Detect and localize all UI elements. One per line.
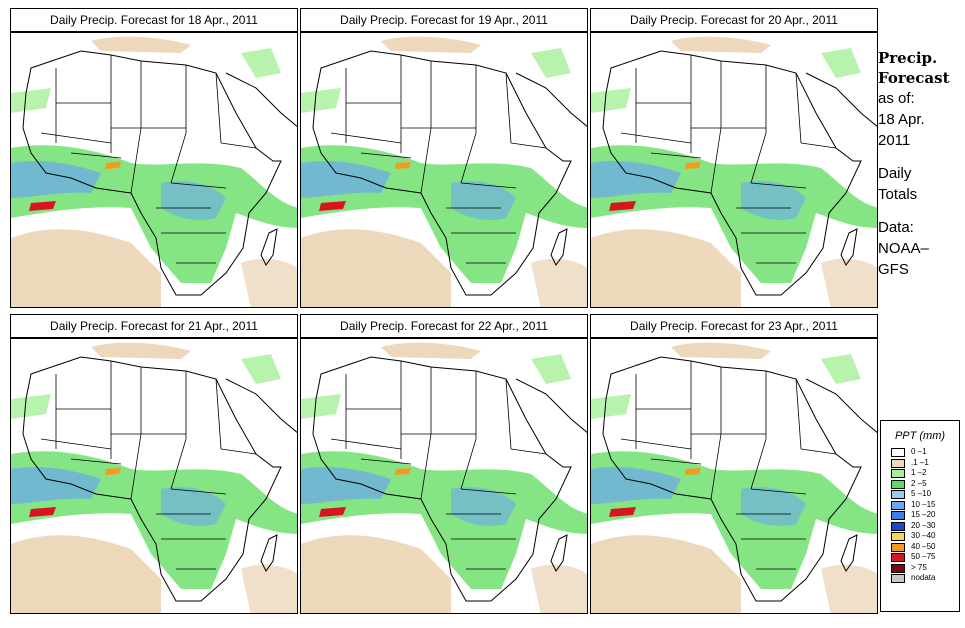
info-title-line1: Precip. — [878, 49, 938, 67]
panel-title: Daily Precip. Forecast for 22 Apr., 2011 — [300, 314, 588, 338]
legend-label: 20 –30 — [911, 520, 936, 530]
panel-title: Daily Precip. Forecast for 23 Apr., 2011 — [590, 314, 878, 338]
legend-item: 30 –40 — [881, 531, 959, 543]
legend-swatch — [891, 511, 905, 520]
legend-label: 10 –15 — [911, 499, 936, 509]
legend-item: 20 –30 — [881, 520, 959, 533]
legend-item: 1 –2 — [881, 468, 959, 480]
source-line2: NOAA– — [878, 240, 929, 257]
precip-map — [300, 32, 588, 308]
precip-map — [10, 32, 298, 308]
legend-swatch — [891, 563, 905, 573]
legend-item: 10 –15 — [881, 499, 959, 512]
legend-item: 15 –20 — [881, 510, 959, 522]
info-title-line2: Forecast — [878, 69, 950, 87]
legend-label: 40 –50 — [911, 541, 936, 551]
legend-label: nodata — [911, 573, 936, 582]
panel-title: Daily Precip. Forecast for 20 Apr., 2011 — [590, 8, 878, 32]
forecast-panel-23-apr: Daily Precip. Forecast for 23 Apr., 2011 — [590, 314, 878, 614]
legend-label: > 75 — [911, 562, 927, 572]
legend-item: 5 –10 — [881, 489, 959, 501]
totals-line2: Totals — [878, 186, 918, 203]
forecast-panel-18-apr: Daily Precip. Forecast for 18 Apr., 2011 — [10, 8, 298, 308]
legend-item: 2 –5 — [881, 478, 959, 491]
legend-swatch — [891, 532, 905, 541]
legend-label: 0 –1 — [911, 447, 927, 456]
legend-swatch — [891, 448, 905, 457]
legend-swatch — [891, 574, 905, 583]
asof-label: as of: — [878, 90, 915, 107]
forecast-panel-20-apr: Daily Precip. Forecast for 20 Apr., 2011 — [590, 8, 878, 308]
legend-item: 50 –75 — [881, 552, 959, 564]
legend-label: 5 –10 — [911, 489, 932, 498]
panel-title: Daily Precip. Forecast for 21 Apr., 2011 — [10, 314, 298, 338]
source-line1: Data: — [878, 219, 914, 236]
legend-swatch — [891, 553, 905, 562]
legend-item: 40 –50 — [881, 541, 959, 554]
forecast-panel-21-apr: Daily Precip. Forecast for 21 Apr., 2011 — [10, 314, 298, 614]
legend-swatch — [891, 469, 905, 478]
legend-label: .1 –1 — [911, 457, 929, 467]
legend-item: nodata — [881, 573, 959, 585]
legend-item: 0 –1 — [881, 447, 959, 459]
legend-swatch — [891, 521, 905, 531]
legend-label: 15 –20 — [911, 510, 936, 519]
legend-item: .1 –1 — [881, 457, 959, 470]
legend-label: 2 –5 — [911, 478, 927, 488]
legend-rows: 0 –1.1 –1 1 –2 2 –5 5 –10 10 –15 15 –20 20 –30… — [881, 447, 959, 585]
legend-label: 30 –40 — [911, 531, 936, 540]
forecast-info: Precip. Forecast as of: 18 Apr. 2011 Dai… — [878, 48, 964, 280]
panel-title: Daily Precip. Forecast for 18 Apr., 2011 — [10, 8, 298, 32]
forecast-panel-22-apr: Daily Precip. Forecast for 22 Apr., 2011 — [300, 314, 588, 614]
precip-map — [590, 338, 878, 614]
asof-date-line2: 2011 — [878, 132, 911, 149]
legend-swatch — [891, 458, 905, 468]
asof-date-line1: 18 Apr. — [878, 111, 925, 128]
legend-swatch — [891, 500, 905, 510]
legend-swatch — [891, 479, 905, 489]
forecast-panel-19-apr: Daily Precip. Forecast for 19 Apr., 2011 — [300, 8, 588, 308]
legend-label: 50 –75 — [911, 552, 936, 561]
legend-label: 1 –2 — [911, 468, 927, 477]
legend-swatch — [891, 490, 905, 499]
legend-item: > 75 — [881, 562, 959, 575]
precip-map — [590, 32, 878, 308]
source-line3: GFS — [878, 261, 909, 278]
totals-line1: Daily — [878, 165, 912, 182]
legend-swatch — [891, 542, 905, 552]
precip-map — [10, 338, 298, 614]
legend-title: PPT (mm) — [894, 430, 946, 442]
ppt-legend: PPT (mm) 0 –1.1 –1 1 –2 2 –5 5 –10 10 –15 15 … — [880, 420, 960, 612]
panel-title: Daily Precip. Forecast for 19 Apr., 2011 — [300, 8, 588, 32]
precip-map — [300, 338, 588, 614]
